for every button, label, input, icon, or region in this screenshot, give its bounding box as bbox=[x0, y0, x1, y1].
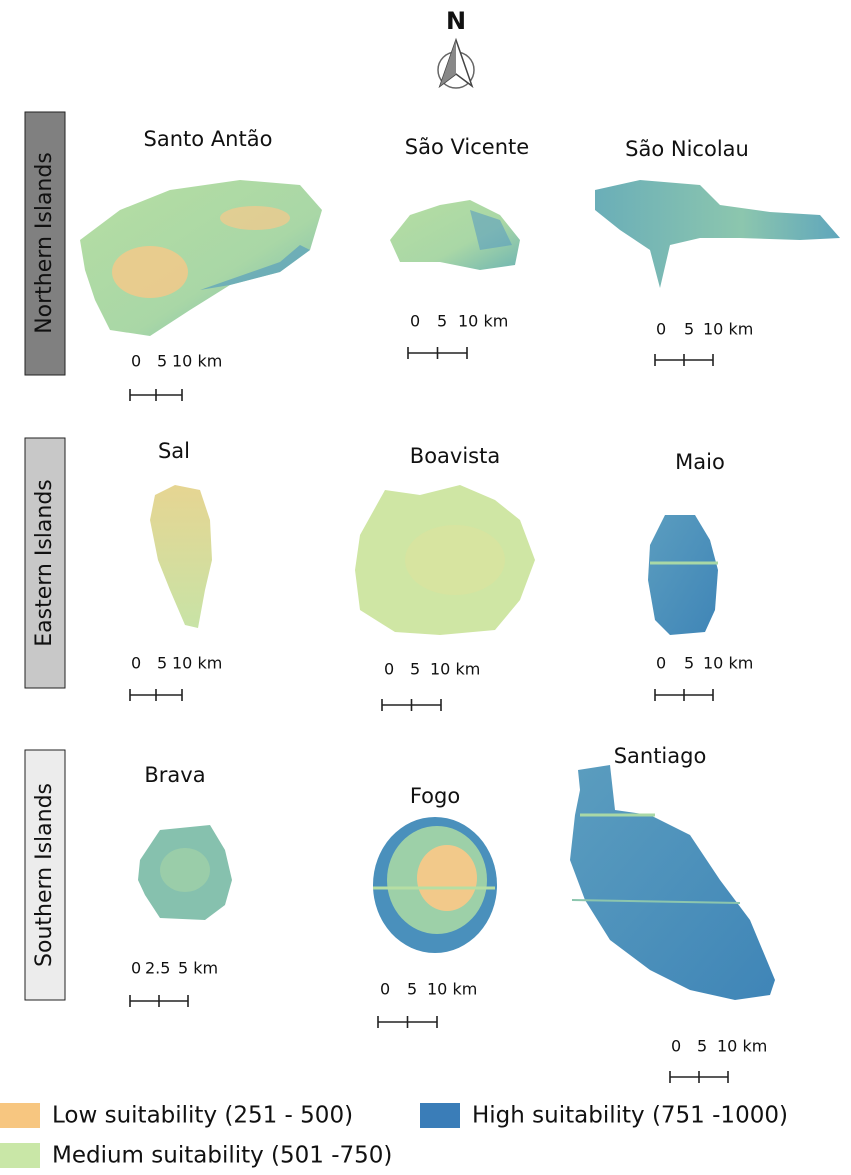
scale-label: 0 bbox=[656, 320, 666, 339]
scale-label: 0 bbox=[131, 654, 141, 673]
legend-swatch bbox=[0, 1103, 40, 1128]
scale-label: 10 km bbox=[427, 980, 477, 999]
island-sao-vicente bbox=[390, 200, 520, 270]
island-fogo bbox=[373, 817, 497, 953]
island-name: Santo Antão bbox=[144, 127, 273, 151]
legend-label: Low suitability (251 - 500) bbox=[52, 1103, 353, 1129]
scale-label: 0 bbox=[131, 959, 141, 978]
island-sao-nicolau bbox=[595, 180, 840, 288]
legend-swatch bbox=[420, 1103, 460, 1128]
island-boavista bbox=[355, 485, 535, 635]
scale-label: 10 km bbox=[430, 660, 480, 679]
scale-label: 5 bbox=[157, 352, 167, 371]
scale-label: 5 bbox=[410, 660, 420, 679]
scale-label: 5 bbox=[684, 654, 694, 673]
island-name: Brava bbox=[144, 763, 205, 787]
group-label: Southern Islands bbox=[32, 783, 57, 967]
scale-label: 10 km bbox=[717, 1037, 767, 1056]
scale-label: 10 km bbox=[703, 320, 753, 339]
scale-label: 10 km bbox=[458, 312, 508, 331]
legend-swatch bbox=[0, 1143, 40, 1168]
island-name: Santiago bbox=[614, 744, 707, 768]
scale-label: 5 km bbox=[178, 959, 218, 978]
scale-label: 5 bbox=[157, 654, 167, 673]
scale-label: 5 bbox=[437, 312, 447, 331]
group-box bbox=[24, 437, 66, 689]
scale-label: 0 bbox=[380, 980, 390, 999]
group-label: Northern Islands bbox=[32, 152, 57, 334]
scale-label: 0 bbox=[131, 352, 141, 371]
island-name: Maio bbox=[675, 450, 725, 474]
scale-label: 10 km bbox=[172, 352, 222, 371]
scale-label: 0 bbox=[410, 312, 420, 331]
scale-label: 0 bbox=[671, 1037, 681, 1056]
scale-label: 0 bbox=[656, 654, 666, 673]
north-arrow: N bbox=[437, 7, 475, 89]
scale-label: 5 bbox=[684, 320, 694, 339]
island-sal bbox=[150, 485, 212, 628]
scale-label: 5 bbox=[697, 1037, 707, 1056]
island-name: São Vicente bbox=[405, 135, 529, 159]
island-santiago bbox=[570, 765, 775, 1000]
legend-label: High suitability (751 -1000) bbox=[472, 1103, 788, 1129]
group-box bbox=[24, 749, 66, 1001]
group-label: Eastern Islands bbox=[32, 479, 57, 647]
island-brava bbox=[138, 825, 232, 920]
scale-label: 10 km bbox=[172, 654, 222, 673]
island-name: Fogo bbox=[410, 784, 460, 808]
legend-label: Medium suitability (501 -750) bbox=[52, 1143, 392, 1169]
island-maio bbox=[648, 515, 718, 635]
north-label: N bbox=[446, 7, 466, 35]
scale-label: 10 km bbox=[703, 654, 753, 673]
group-box bbox=[24, 111, 66, 376]
scale-label: 2.5 bbox=[145, 959, 170, 978]
island-santo-antao bbox=[80, 180, 322, 336]
island-name: São Nicolau bbox=[625, 137, 749, 161]
scale-label: 5 bbox=[407, 980, 417, 999]
scale-label: 0 bbox=[384, 660, 394, 679]
island-name: Sal bbox=[158, 439, 190, 463]
island-name: Boavista bbox=[410, 444, 500, 468]
